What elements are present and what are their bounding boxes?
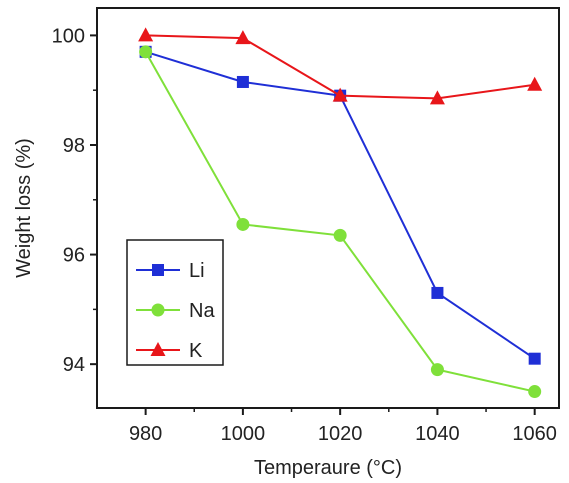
legend-label: Na [189,300,215,322]
legend-label: Li [189,260,205,282]
y-tick-label: 98 [63,135,85,157]
y-tick-label: 94 [63,354,85,376]
x-tick-label: 1000 [221,423,266,445]
data-point-na [430,363,444,377]
data-point-k [527,76,543,91]
data-point-k [332,87,348,102]
plot-frame [96,7,560,409]
series-layer [138,27,543,399]
legend-label: K [189,340,203,362]
legend: Li Na K [126,239,224,366]
legend-box [126,239,224,366]
data-point-na [236,217,250,231]
x-tick-label: 980 [129,423,162,445]
data-point-k [235,30,251,45]
data-point-k [429,90,445,105]
legend-item-li: Li [136,260,205,282]
data-point-na [528,385,542,399]
x-tick-label: 1060 [512,423,557,445]
data-point-k [138,27,154,42]
series-na [139,45,542,399]
axis-ticks: 980 1000 1020 1040 1060 94 96 98 100 [52,25,557,445]
plot-area [96,7,560,409]
data-point-na [333,228,347,242]
data-point-li [528,352,541,365]
y-tick-label: 96 [63,245,85,267]
data-point-li [431,286,444,299]
y-axis-title: Weight loss (%) [13,138,35,278]
legend-marker [152,264,164,276]
legend-item-na: Na [136,300,215,322]
x-axis-title: Temperaure (°C) [254,457,402,479]
data-point-na [139,45,153,59]
x-tick-label: 1040 [415,423,460,445]
series-k [138,27,543,105]
data-point-li [236,75,249,88]
legend-marker [150,342,166,356]
legend-marker [151,303,165,317]
x-tick-label: 1020 [318,423,363,445]
y-tick-label: 100 [52,25,85,47]
legend-item-k: K [136,340,203,362]
